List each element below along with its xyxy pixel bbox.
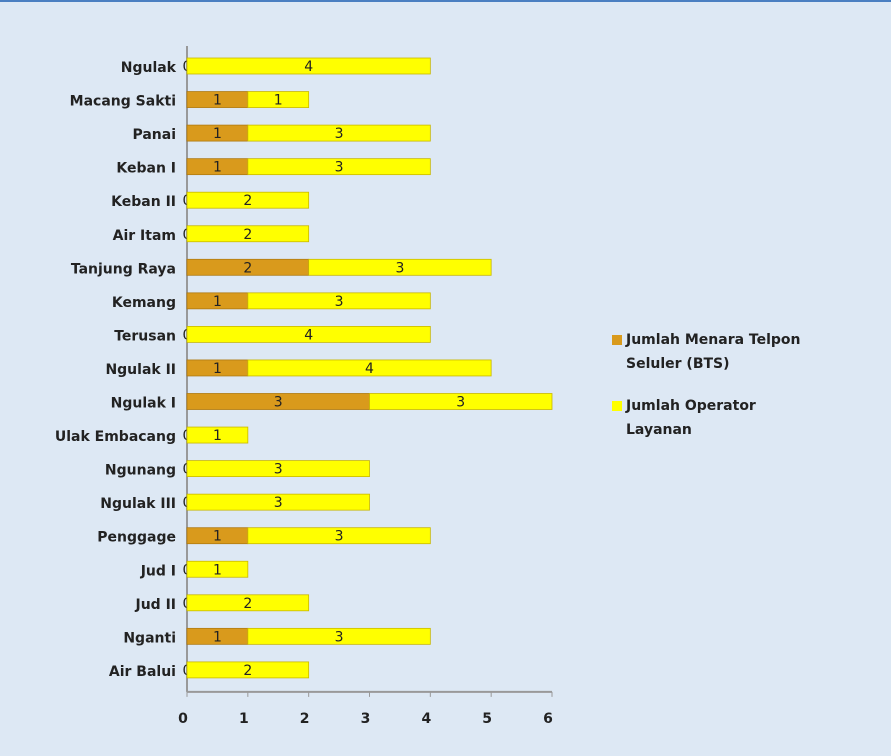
x-tick-label: 1 (239, 711, 249, 727)
data-label: 2 (243, 596, 252, 612)
category-label: Macang Sakti (70, 94, 176, 110)
legend-label: Jumlah Operator Layanan (626, 398, 756, 438)
data-label: 4 (365, 361, 374, 377)
bar-segment (186, 325, 431, 343)
category-label: Ngulak (121, 60, 177, 76)
data-label: 1 (274, 93, 283, 109)
category-label: Nganti (123, 630, 176, 646)
x-tick-label: 6 (543, 711, 553, 727)
data-label: 1 (213, 93, 222, 109)
bar-segment (186, 460, 370, 478)
category-label: Keban I (116, 161, 176, 177)
bar-segment (308, 258, 492, 276)
bar-segment (186, 426, 249, 444)
legend-swatch (612, 401, 622, 411)
category-label: Penggage (97, 530, 176, 546)
category-label: Air Balui (109, 664, 176, 680)
data-label: 3 (395, 260, 404, 276)
data-label: 1 (213, 428, 222, 444)
data-label: 2 (243, 193, 252, 209)
data-label: 1 (213, 562, 222, 578)
bar-segment (247, 124, 431, 142)
data-label: 4 (304, 327, 313, 343)
data-label: 2 (243, 260, 252, 276)
data-label: 3 (456, 395, 465, 411)
category-label: Ngulak III (100, 496, 176, 512)
bar-segment (247, 359, 492, 377)
category-label: Ngulak I (111, 396, 176, 412)
x-tick-label: 3 (361, 711, 371, 727)
bar-segment (247, 292, 431, 310)
category-label: Ulak Embacang (55, 429, 176, 445)
category-label: Kemang (112, 295, 176, 311)
bar-segment (186, 560, 249, 578)
data-label: 3 (274, 495, 283, 511)
data-label: 3 (335, 126, 344, 142)
data-label: 2 (243, 663, 252, 679)
legend-item: Jumlah Menara Telpon Seluler (BTS) (612, 328, 872, 376)
category-label: Ngulak II (105, 362, 176, 378)
category-label: Tanjung Raya (71, 261, 176, 277)
category-label: Panai (132, 127, 176, 143)
data-label: 3 (274, 395, 283, 411)
data-label: 1 (213, 126, 222, 142)
data-label: 3 (335, 629, 344, 645)
data-label: 4 (304, 59, 313, 75)
bar-segment (369, 393, 553, 410)
category-label: Air Itam (113, 228, 176, 244)
legend-label: Jumlah Menara Telpon Seluler (BTS) (626, 332, 801, 372)
data-label: 3 (335, 160, 344, 176)
bar-segment (247, 527, 431, 545)
data-label: 1 (213, 361, 222, 377)
legend-swatch (612, 335, 622, 345)
x-tick-label: 4 (421, 711, 431, 727)
bar-segment (186, 191, 310, 209)
category-label: Keban II (111, 194, 176, 210)
data-label: 3 (335, 529, 344, 545)
data-label: 1 (213, 160, 222, 176)
data-label: 1 (213, 629, 222, 645)
category-label: Terusan (114, 328, 176, 344)
bar-segment (186, 225, 310, 243)
category-label: Ngunang (105, 463, 176, 479)
legend-item: Jumlah Operator Layanan (612, 394, 872, 442)
x-tick-label: 0 (178, 711, 188, 727)
bar-segment (186, 661, 310, 679)
x-tick-label: 2 (300, 711, 310, 727)
category-label: Jud II (135, 597, 177, 613)
bar-segment (186, 57, 431, 75)
data-label: 1 (213, 529, 222, 545)
bar-segment (247, 158, 431, 176)
bar-segment (186, 493, 370, 511)
bar-segment (186, 594, 310, 612)
x-tick-label: 5 (482, 711, 492, 727)
category-label: Jud I (140, 563, 176, 579)
data-label: 2 (243, 227, 252, 243)
data-label: 1 (213, 294, 222, 310)
bar-segment (247, 91, 310, 108)
data-label: 3 (274, 462, 283, 478)
data-label: 3 (335, 294, 344, 310)
bar-segment (247, 627, 431, 645)
